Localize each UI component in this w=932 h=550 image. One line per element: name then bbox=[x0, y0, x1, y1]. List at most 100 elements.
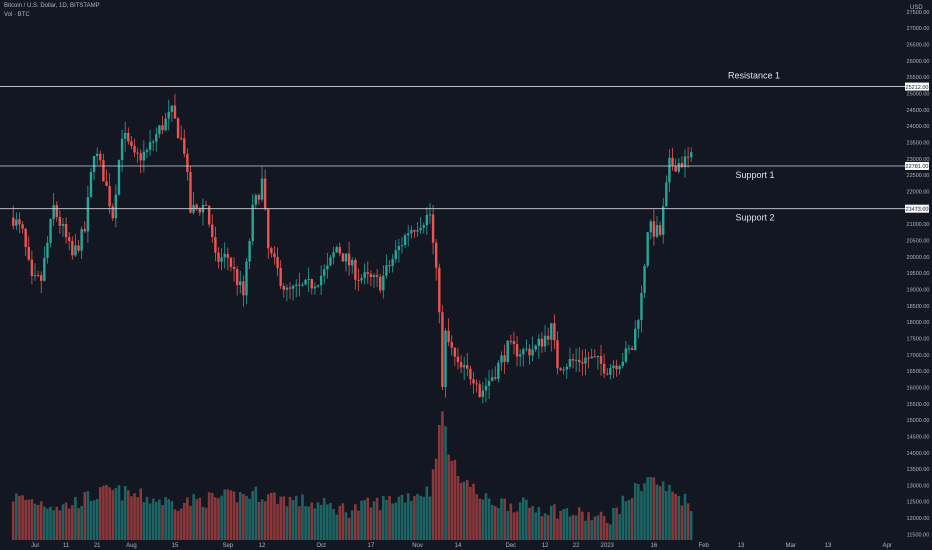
candle bbox=[304, 278, 307, 286]
time-tick: Nov bbox=[412, 543, 423, 549]
candle-body bbox=[571, 359, 575, 361]
candle bbox=[226, 247, 230, 271]
candle-body bbox=[372, 275, 376, 277]
volume-bar bbox=[568, 516, 572, 540]
candle bbox=[21, 221, 24, 234]
volume-bar bbox=[655, 484, 659, 540]
volume-bar bbox=[338, 505, 342, 540]
candle-body bbox=[74, 245, 77, 256]
volume-bar bbox=[581, 511, 584, 540]
candle-body bbox=[428, 214, 432, 216]
candle bbox=[665, 175, 668, 207]
candle bbox=[509, 334, 513, 345]
time-tick: Aug bbox=[126, 543, 137, 549]
candle-body bbox=[379, 276, 382, 291]
candle-body bbox=[260, 178, 264, 200]
candle-body bbox=[581, 362, 584, 364]
volume-bar bbox=[518, 502, 522, 540]
volume-bar bbox=[67, 508, 71, 540]
candle-body bbox=[214, 237, 217, 253]
candle-body bbox=[397, 245, 401, 251]
candle-body bbox=[438, 267, 441, 313]
candle bbox=[562, 366, 565, 375]
candle bbox=[556, 331, 559, 375]
candle-body bbox=[637, 320, 640, 329]
candle-body bbox=[565, 366, 569, 370]
time-tick: 13 bbox=[825, 543, 832, 549]
candle-body bbox=[360, 277, 363, 281]
volume-bar bbox=[192, 494, 195, 540]
candle bbox=[204, 200, 208, 207]
volume-bar bbox=[537, 507, 541, 540]
price-axis: 27500.00 27000.00 26500.00 26000.00 25500.00… bbox=[907, 10, 930, 539]
volume-bar bbox=[456, 475, 460, 540]
volume-bar bbox=[11, 501, 15, 540]
volume-bar bbox=[83, 492, 87, 540]
price-tick: 13000.00 bbox=[907, 483, 930, 489]
candle-body bbox=[195, 204, 198, 209]
volume-bar bbox=[114, 488, 118, 540]
candle-body bbox=[189, 171, 192, 213]
candle-body bbox=[167, 111, 170, 119]
volume-bar bbox=[223, 489, 227, 540]
time-tick: 16 bbox=[651, 543, 658, 549]
volume-bar bbox=[245, 495, 248, 540]
candle bbox=[211, 214, 214, 243]
volume-bar bbox=[139, 488, 143, 540]
volume-bar bbox=[441, 411, 444, 540]
volume-bar bbox=[683, 493, 687, 540]
volume-bar bbox=[646, 477, 649, 540]
candle-body bbox=[204, 204, 208, 206]
volume-bar bbox=[43, 506, 46, 540]
volume-bar bbox=[403, 502, 407, 540]
volume-bar bbox=[285, 506, 289, 540]
volume-bar bbox=[266, 494, 270, 540]
candle bbox=[587, 351, 590, 369]
volume-bar bbox=[587, 512, 590, 540]
candle-body bbox=[183, 138, 186, 154]
candle-body bbox=[158, 125, 161, 135]
candle bbox=[434, 238, 438, 281]
candle-body bbox=[627, 348, 631, 350]
candle bbox=[260, 166, 264, 202]
candle-body bbox=[515, 344, 519, 357]
time-tick: 14 bbox=[455, 543, 462, 549]
candle bbox=[232, 257, 236, 282]
candle-body bbox=[316, 285, 320, 287]
candle-body bbox=[490, 377, 494, 381]
candle-body bbox=[43, 257, 46, 281]
candle bbox=[351, 257, 354, 274]
candle-body bbox=[263, 178, 267, 209]
volume-bar bbox=[459, 482, 463, 540]
candle-body bbox=[559, 368, 562, 371]
volume-bar bbox=[462, 481, 466, 540]
candle-body bbox=[77, 245, 80, 251]
volume-bar bbox=[167, 499, 171, 540]
volume-bar bbox=[612, 507, 615, 540]
candle bbox=[640, 285, 643, 333]
volume-bar bbox=[574, 515, 578, 540]
volume-bar bbox=[652, 477, 656, 540]
candle-body bbox=[537, 338, 541, 346]
candle-body bbox=[36, 275, 40, 277]
candle-body bbox=[686, 156, 690, 158]
candle bbox=[80, 226, 83, 259]
candle bbox=[64, 217, 68, 244]
price-tick: 17500.00 bbox=[907, 336, 930, 342]
candle bbox=[466, 352, 469, 377]
candle bbox=[543, 325, 547, 353]
level-price-tag bbox=[905, 161, 929, 170]
volume-bar bbox=[618, 514, 621, 540]
price-tick: 25500.00 bbox=[907, 75, 930, 81]
volume-bar bbox=[154, 501, 158, 540]
volume-bar bbox=[329, 502, 332, 540]
candle-body bbox=[391, 259, 394, 266]
candle-body bbox=[207, 205, 211, 225]
candle-body bbox=[145, 149, 149, 152]
candle-body bbox=[351, 259, 354, 266]
volume-bar bbox=[92, 500, 96, 540]
candle-body bbox=[534, 345, 537, 350]
volume-bar bbox=[596, 515, 600, 540]
candle-body bbox=[447, 330, 450, 343]
